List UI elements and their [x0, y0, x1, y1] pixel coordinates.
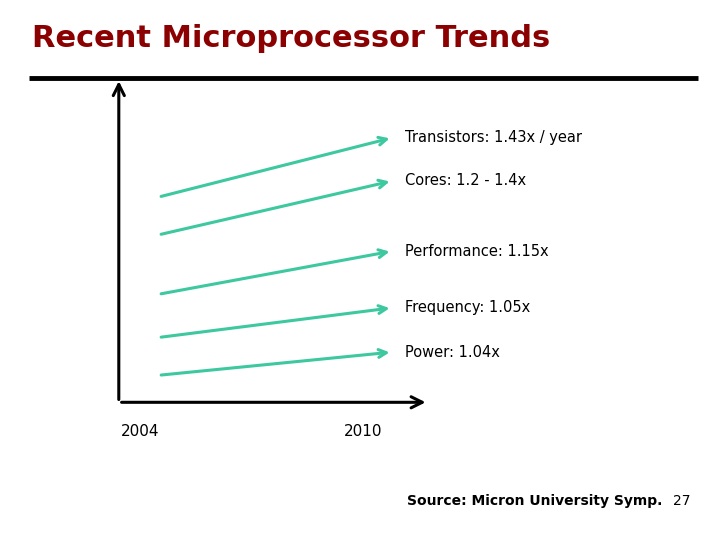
Text: Power: 1.04x: Power: 1.04x	[405, 345, 500, 360]
Text: Cores: 1.2 - 1.4x: Cores: 1.2 - 1.4x	[405, 173, 526, 188]
Text: Frequency: 1.05x: Frequency: 1.05x	[405, 300, 531, 315]
Text: Performance: 1.15x: Performance: 1.15x	[405, 244, 549, 259]
Text: 2004: 2004	[121, 424, 160, 439]
Text: Recent Microprocessor Trends: Recent Microprocessor Trends	[32, 24, 551, 53]
Text: 2010: 2010	[344, 424, 383, 439]
Text: Source: Micron University Symp.: Source: Micron University Symp.	[407, 494, 662, 508]
Text: 27: 27	[673, 494, 690, 508]
Text: Transistors: 1.43x / year: Transistors: 1.43x / year	[405, 130, 582, 145]
